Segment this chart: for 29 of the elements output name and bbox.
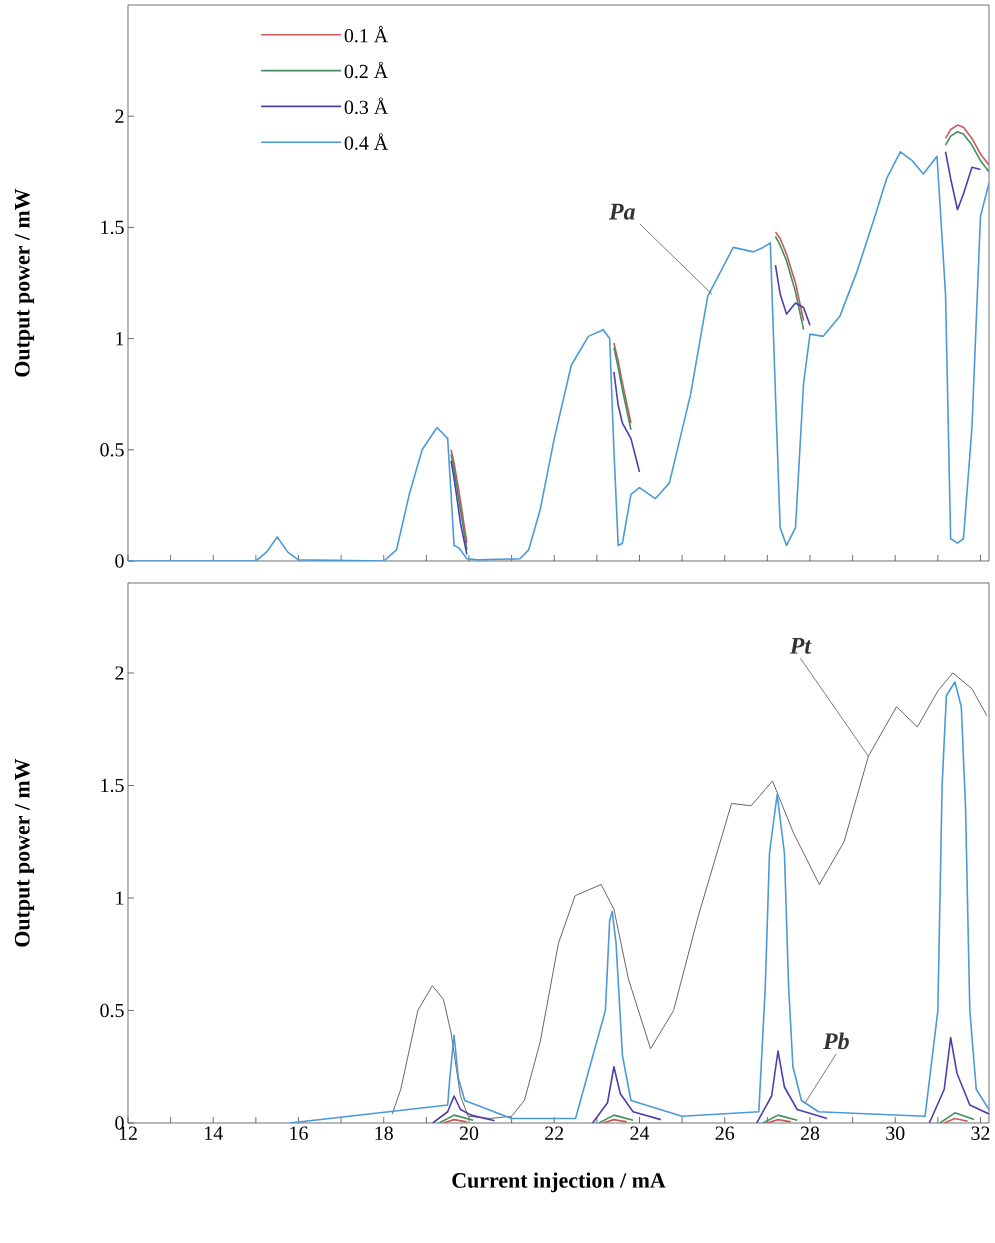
legend-label: 0.3 Å: [344, 97, 389, 115]
x-tick-label: 32: [971, 1126, 990, 1140]
x-tick-label: 14: [205, 1126, 223, 1140]
annotation: Pt: [789, 637, 812, 654]
y-tick-label: 2: [115, 109, 124, 123]
legend-label: 0.2 Å: [344, 61, 389, 79]
y-tick-label: 1: [116, 891, 124, 905]
annotation: Pa: [608, 203, 635, 220]
y-axis-title: Output power / mW: [14, 188, 35, 377]
y-tick-label: 1.5: [101, 220, 124, 235]
y-tick-label: 1: [116, 332, 124, 346]
x-tick-label: 30: [886, 1126, 905, 1140]
x-tick-label: 22: [545, 1126, 564, 1140]
x-tick-label: 20: [459, 1126, 479, 1140]
x-tick-label: 28: [800, 1126, 820, 1140]
y-tick-label: 2: [115, 666, 124, 680]
x-tick-label: 16: [290, 1126, 308, 1140]
x-tick-label: 24: [630, 1126, 650, 1140]
y-tick-label: 0.5: [100, 443, 124, 457]
y-tick-label: 0.5: [100, 1003, 124, 1018]
y-axis-title: Output power / mW: [14, 758, 35, 947]
x-axis-title: Current injection / mA: [452, 1172, 666, 1193]
x-tick-label: 26: [715, 1126, 735, 1140]
legend-label: 0.1 Å: [344, 25, 389, 43]
y-tick-label: 1.5: [101, 778, 124, 793]
annotation: Pb: [823, 1032, 849, 1050]
legend-label: 0.4 Å: [344, 133, 389, 150]
y-tick-label: 0: [115, 554, 124, 568]
x-tick-label: 18: [375, 1126, 393, 1140]
